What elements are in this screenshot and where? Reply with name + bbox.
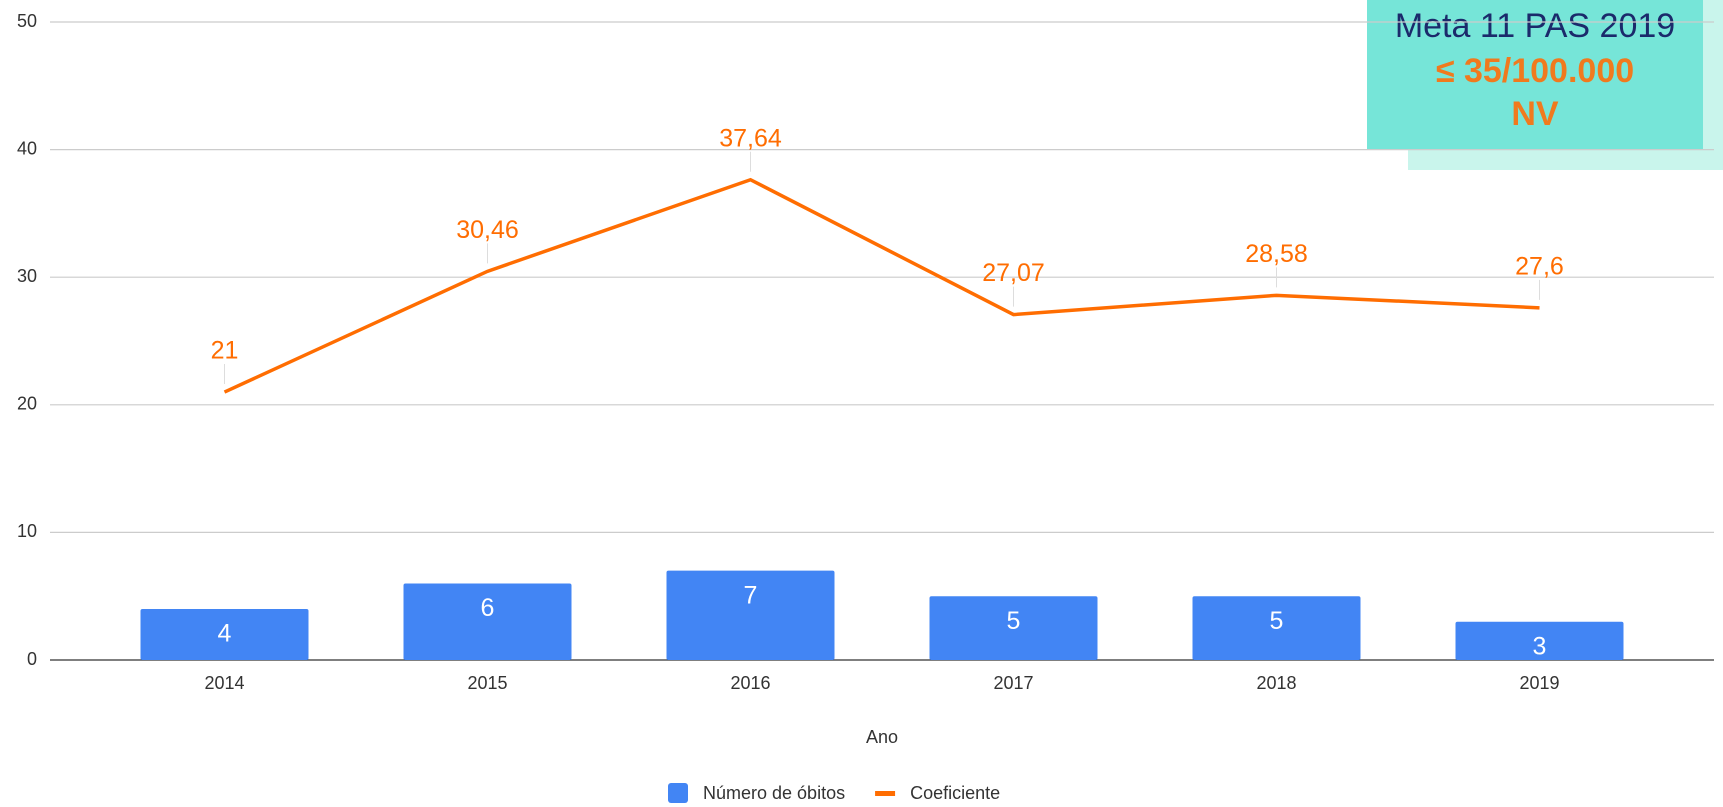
y-tick-label: 0 bbox=[27, 649, 37, 669]
y-tick-label: 50 bbox=[17, 11, 37, 31]
annotation-box bbox=[1367, 0, 1703, 150]
legend-label: Número de óbitos bbox=[703, 783, 845, 803]
line-value-label: 28,58 bbox=[1245, 240, 1308, 268]
y-tick-label: 20 bbox=[17, 394, 37, 414]
line-value-label: 21 bbox=[211, 337, 239, 365]
x-tick-label: 2014 bbox=[204, 673, 244, 693]
legend-label: Coeficiente bbox=[910, 783, 1000, 803]
x-tick-label: 2019 bbox=[1519, 673, 1559, 693]
annotation-line: Meta 11 PAS 2019 bbox=[1395, 7, 1675, 45]
x-tick-label: 2015 bbox=[467, 673, 507, 693]
y-tick-label: 40 bbox=[17, 138, 37, 158]
x-tick-label: 2016 bbox=[730, 673, 770, 693]
line-value-label: 27,07 bbox=[982, 259, 1045, 287]
line-value-label: 27,6 bbox=[1515, 252, 1564, 280]
bar-value-label: 4 bbox=[218, 620, 232, 648]
bar bbox=[403, 583, 572, 660]
bar bbox=[929, 596, 1098, 660]
bar bbox=[140, 608, 309, 660]
bar-value-label: 7 bbox=[744, 581, 758, 609]
bar-value-label: 5 bbox=[1007, 607, 1021, 635]
bar-value-label: 3 bbox=[1533, 632, 1547, 660]
bar bbox=[1192, 596, 1361, 660]
bar-value-label: 5 bbox=[1270, 607, 1284, 635]
y-tick-label: 10 bbox=[17, 521, 37, 541]
annotation-line: NV bbox=[1511, 95, 1559, 133]
legend-swatch bbox=[875, 791, 896, 796]
line-value-label: 30,46 bbox=[456, 216, 519, 244]
bar bbox=[666, 570, 835, 660]
y-tick-label: 30 bbox=[17, 266, 37, 286]
x-tick-label: 2018 bbox=[1256, 673, 1296, 693]
legend-swatch bbox=[668, 783, 688, 803]
annotation-line: ≤ 35/100.000 bbox=[1436, 52, 1634, 90]
x-axis-label: Ano bbox=[866, 727, 898, 747]
bar-value-label: 6 bbox=[481, 594, 495, 622]
x-tick-label: 2017 bbox=[993, 673, 1033, 693]
line bbox=[223, 177, 1540, 394]
bar bbox=[1455, 621, 1624, 660]
line-value-label: 37,64 bbox=[719, 124, 782, 152]
